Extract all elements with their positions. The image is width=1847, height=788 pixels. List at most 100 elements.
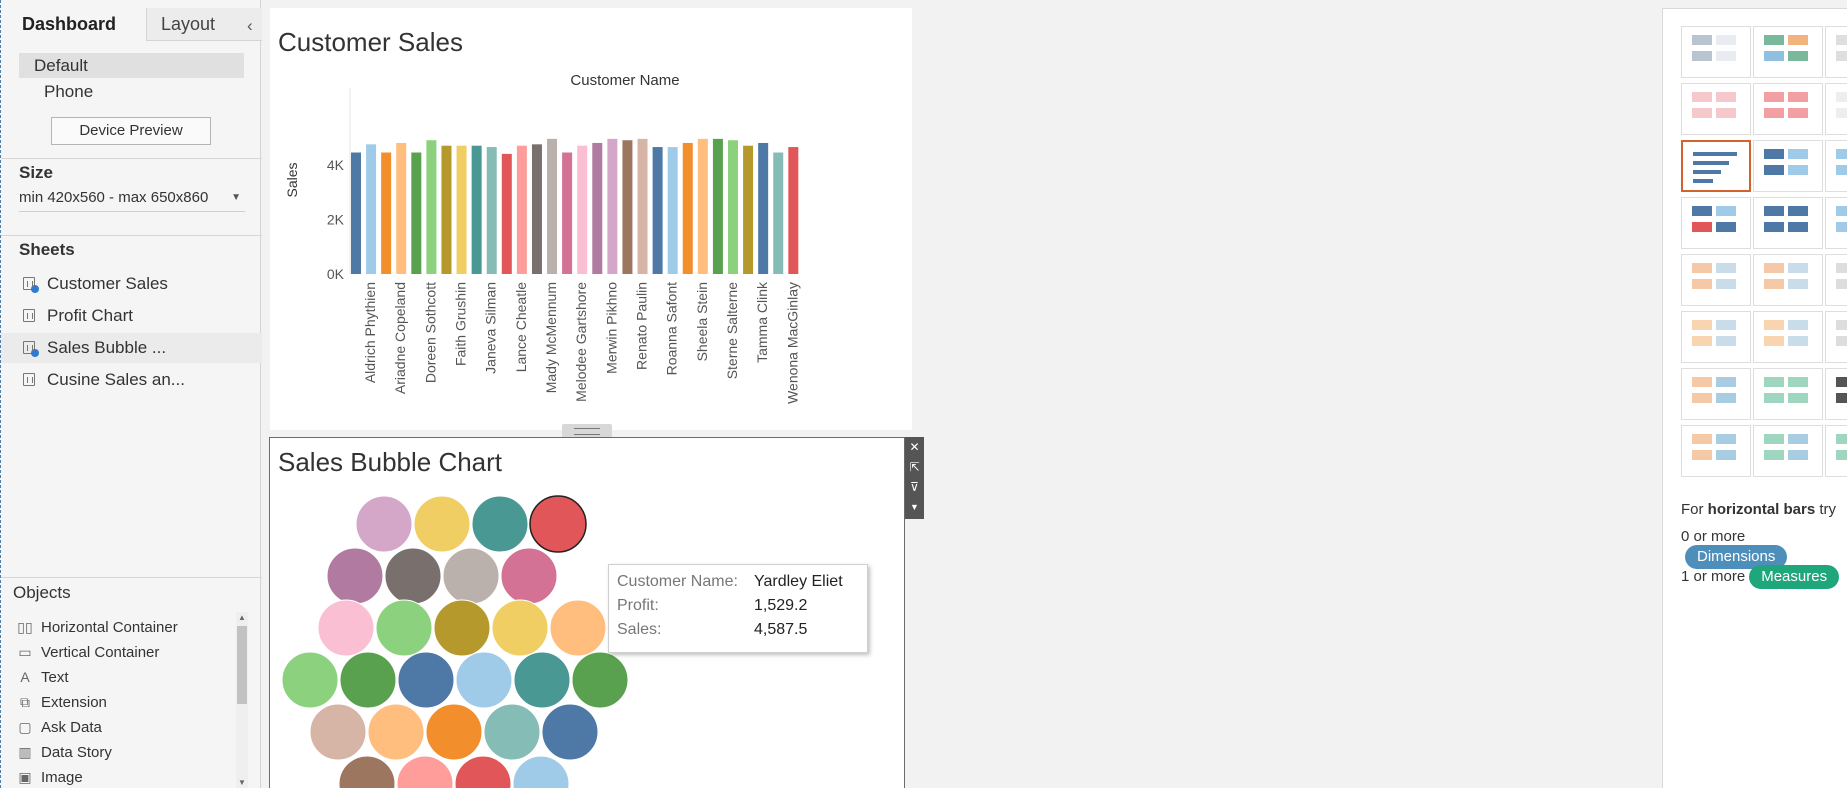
chart-type-thumb[interactable] xyxy=(1681,311,1751,363)
bubble[interactable] xyxy=(500,547,558,605)
chart-type-thumb[interactable] xyxy=(1753,311,1823,363)
object-ask-data[interactable]: ▢ Ask Data xyxy=(1,715,241,740)
bubble[interactable] xyxy=(397,651,455,709)
chart-type-thumb[interactable] xyxy=(1825,140,1847,192)
sheet-item-cusine-sales[interactable]: Cusine Sales an... xyxy=(1,365,262,395)
bar[interactable] xyxy=(622,140,633,274)
bubble[interactable] xyxy=(425,703,483,761)
bubble[interactable] xyxy=(384,547,442,605)
size-dropdown[interactable]: min 420x560 - max 650x860 ▼ xyxy=(19,189,245,212)
bar[interactable] xyxy=(562,152,573,274)
bubble[interactable] xyxy=(309,703,367,761)
object-text[interactable]: A Text xyxy=(1,665,241,690)
bar[interactable] xyxy=(577,145,588,274)
sales-bubble-sheet[interactable]: Sales Bubble Chart xyxy=(269,437,905,788)
bar[interactable] xyxy=(728,140,738,274)
bubble[interactable] xyxy=(513,651,571,709)
bubble[interactable] xyxy=(413,495,471,553)
customer-sales-sheet[interactable]: Customer Sales Customer Name Sales 0K 2K 4… xyxy=(270,8,912,430)
bar[interactable] xyxy=(516,145,527,274)
chart-type-thumb[interactable] xyxy=(1825,254,1847,306)
bar[interactable] xyxy=(758,142,769,274)
bar[interactable] xyxy=(426,140,437,274)
bubble[interactable] xyxy=(491,599,549,657)
bar[interactable] xyxy=(456,145,467,274)
bubble-highlighted[interactable] xyxy=(529,495,587,553)
bar[interactable] xyxy=(637,138,648,274)
chart-type-thumb[interactable] xyxy=(1753,26,1823,78)
close-icon[interactable]: ✕ xyxy=(909,440,920,454)
bubble[interactable] xyxy=(549,599,607,657)
bubble[interactable] xyxy=(455,651,513,709)
sheet-item-profit-chart[interactable]: Profit Chart xyxy=(1,301,262,331)
bubble[interactable] xyxy=(471,495,529,553)
bubble[interactable] xyxy=(317,599,375,657)
chart-type-thumb[interactable] xyxy=(1825,26,1847,78)
chart-type-thumb[interactable] xyxy=(1681,197,1751,249)
bar[interactable] xyxy=(531,144,542,274)
chart-type-horizontal-bars[interactable] xyxy=(1681,140,1751,192)
sheet-item-sales-bubble[interactable]: Sales Bubble ... xyxy=(1,333,262,363)
bubble[interactable] xyxy=(571,651,629,709)
device-default[interactable]: Default xyxy=(19,53,244,78)
collapse-pane-icon[interactable]: ‹ xyxy=(247,16,253,35)
device-phone[interactable]: Phone xyxy=(44,82,94,101)
chart-type-thumb[interactable] xyxy=(1753,140,1823,192)
bubble[interactable] xyxy=(338,755,396,788)
bubble[interactable] xyxy=(355,495,413,553)
bar[interactable] xyxy=(592,142,603,274)
bar[interactable] xyxy=(652,147,663,274)
chart-type-thumb[interactable] xyxy=(1681,26,1751,78)
chart-type-thumb[interactable] xyxy=(1753,254,1823,306)
bubble[interactable] xyxy=(339,651,397,709)
bubble[interactable] xyxy=(326,547,384,605)
object-extension[interactable]: ⧉ Extension xyxy=(1,690,241,715)
bar[interactable] xyxy=(441,145,452,274)
open-icon[interactable]: ⇱ xyxy=(909,460,920,474)
chart-type-thumb[interactable] xyxy=(1681,425,1751,477)
chart-type-thumb[interactable] xyxy=(1825,311,1847,363)
bar[interactable] xyxy=(667,147,678,274)
object-vertical-container[interactable]: ▭ Vertical Container xyxy=(1,640,241,665)
bubble[interactable] xyxy=(433,599,491,657)
bar[interactable] xyxy=(697,138,708,274)
bubble[interactable] xyxy=(512,755,570,788)
bar[interactable] xyxy=(366,144,377,274)
bubble[interactable] xyxy=(396,755,454,788)
tab-dashboard[interactable]: Dashboard xyxy=(1,8,147,41)
bar[interactable] xyxy=(381,152,392,274)
bar[interactable] xyxy=(607,138,618,274)
resize-handle[interactable] xyxy=(562,424,612,438)
chart-type-thumb[interactable] xyxy=(1753,425,1823,477)
chart-type-thumb[interactable] xyxy=(1681,83,1751,135)
bar[interactable] xyxy=(501,153,512,274)
bubble[interactable] xyxy=(367,703,425,761)
tab-layout[interactable]: Layout xyxy=(147,8,262,41)
object-data-story[interactable]: ▥ Data Story xyxy=(1,740,241,765)
bubble[interactable] xyxy=(483,703,541,761)
bar[interactable] xyxy=(351,152,361,274)
objects-scrollbar-thumb[interactable] xyxy=(237,626,247,704)
object-image[interactable]: ▣ Image xyxy=(1,765,241,788)
bubble[interactable] xyxy=(454,755,512,788)
bar[interactable] xyxy=(682,142,693,274)
chart-type-thumb[interactable] xyxy=(1825,425,1847,477)
chart-type-thumb[interactable] xyxy=(1825,83,1847,135)
bar[interactable] xyxy=(773,152,784,274)
bar[interactable] xyxy=(547,138,558,274)
object-horizontal-container[interactable]: ▯▯ Horizontal Container xyxy=(1,615,241,640)
bubble[interactable] xyxy=(541,703,599,761)
scroll-down-icon[interactable]: ▼ xyxy=(238,778,246,787)
chart-type-thumb[interactable] xyxy=(1753,197,1823,249)
device-preview-button[interactable]: Device Preview xyxy=(51,117,211,145)
more-icon[interactable]: ▼ xyxy=(910,502,919,512)
bar[interactable] xyxy=(743,145,754,274)
bar[interactable] xyxy=(712,138,723,274)
bar[interactable] xyxy=(486,147,497,274)
chart-type-thumb[interactable] xyxy=(1681,254,1751,306)
chart-type-thumb[interactable] xyxy=(1681,368,1751,420)
bar[interactable] xyxy=(411,152,422,274)
bubble[interactable] xyxy=(281,651,339,709)
sheet-item-customer-sales[interactable]: Customer Sales xyxy=(1,269,262,299)
bar[interactable] xyxy=(788,147,799,274)
